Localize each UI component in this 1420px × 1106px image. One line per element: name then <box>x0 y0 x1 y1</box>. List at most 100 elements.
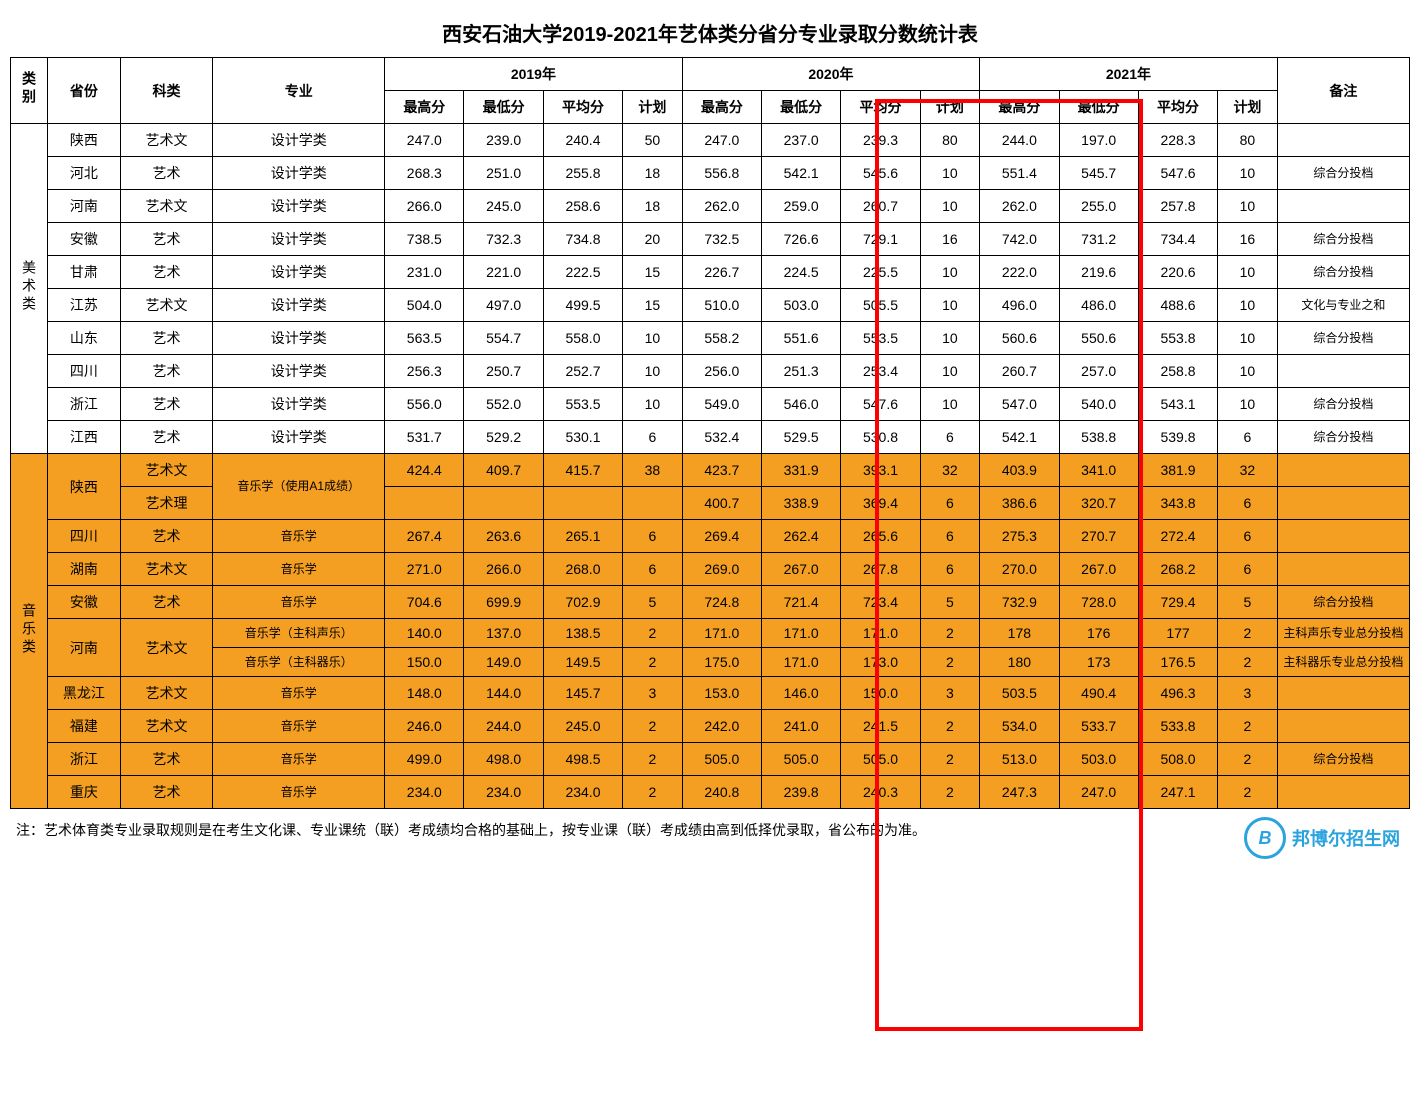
th-category: 类别 <box>11 58 48 124</box>
table-cell: 260.7 <box>841 190 920 223</box>
note-cell <box>1277 520 1409 553</box>
note-cell <box>1277 776 1409 809</box>
table-cell: 80 <box>1218 124 1278 157</box>
table-cell: 173 <box>1059 648 1138 677</box>
table-cell: 265.6 <box>841 520 920 553</box>
th-min: 最低分 <box>762 91 841 124</box>
table-cell: 3 <box>623 677 683 710</box>
th-2020: 2020年 <box>682 58 980 91</box>
table-cell: 423.7 <box>682 454 761 487</box>
table-cell: 505.0 <box>762 743 841 776</box>
province-cell: 江苏 <box>48 289 121 322</box>
table-cell: 3 <box>1218 677 1278 710</box>
table-cell: 10 <box>1218 190 1278 223</box>
province-cell: 湖南 <box>48 553 121 586</box>
table-cell: 221.0 <box>464 256 543 289</box>
table-cell: 219.6 <box>1059 256 1138 289</box>
note-cell <box>1277 190 1409 223</box>
table-cell: 5 <box>1218 586 1278 619</box>
table-cell: 546.0 <box>762 388 841 421</box>
table-row: 四川艺术音乐学267.4263.6265.16269.4262.4265.662… <box>11 520 1410 553</box>
table-cell: 550.6 <box>1059 322 1138 355</box>
table-cell: 272.4 <box>1138 520 1217 553</box>
table-cell: 267.8 <box>841 553 920 586</box>
table-cell: 699.9 <box>464 586 543 619</box>
th-avg: 平均分 <box>841 91 920 124</box>
table-cell: 6 <box>920 487 980 520</box>
table-row: 湖南艺术文音乐学271.0266.0268.06269.0267.0267.86… <box>11 553 1410 586</box>
table-cell: 171.0 <box>762 648 841 677</box>
table-cell: 145.7 <box>543 677 622 710</box>
major-cell: 设计学类 <box>213 223 385 256</box>
table-cell: 488.6 <box>1138 289 1217 322</box>
table-cell: 732.5 <box>682 223 761 256</box>
note-cell: 文化与专业之和 <box>1277 289 1409 322</box>
table-cell: 271.0 <box>385 553 464 586</box>
major-cell: 设计学类 <box>213 388 385 421</box>
note-cell: 主科声乐专业总分投档 <box>1277 619 1409 648</box>
table-cell: 729.1 <box>841 223 920 256</box>
table-row: 黑龙江艺术文音乐学148.0144.0145.73153.0146.0150.0… <box>11 677 1410 710</box>
table-cell: 732.9 <box>980 586 1059 619</box>
table-cell: 225.5 <box>841 256 920 289</box>
province-cell: 安徽 <box>48 223 121 256</box>
table-cell: 724.8 <box>682 586 761 619</box>
subject-cell: 艺术文 <box>120 190 213 223</box>
th-subject: 科类 <box>120 58 213 124</box>
table-cell: 80 <box>920 124 980 157</box>
table-cell: 237.0 <box>762 124 841 157</box>
table-cell: 239.3 <box>841 124 920 157</box>
subject-cell: 艺术 <box>120 322 213 355</box>
th-max: 最高分 <box>980 91 1059 124</box>
table-cell <box>543 487 622 520</box>
table-cell: 503.0 <box>762 289 841 322</box>
table-cell: 176.5 <box>1138 648 1217 677</box>
table-row: 河北艺术设计学类268.3251.0255.818556.8542.1545.6… <box>11 157 1410 190</box>
table-cell: 10 <box>1218 289 1278 322</box>
table-cell: 10 <box>920 388 980 421</box>
table-cell: 173.0 <box>841 648 920 677</box>
table-cell: 16 <box>920 223 980 256</box>
table-cell: 10 <box>920 322 980 355</box>
table-cell: 721.4 <box>762 586 841 619</box>
subject-cell: 艺术理 <box>120 487 213 520</box>
table-row: 四川艺术设计学类256.3250.7252.710256.0251.3253.4… <box>11 355 1410 388</box>
table-cell: 702.9 <box>543 586 622 619</box>
table-cell: 553.8 <box>1138 322 1217 355</box>
subject-cell: 艺术 <box>120 157 213 190</box>
th-major: 专业 <box>213 58 385 124</box>
table-cell: 2 <box>1218 710 1278 743</box>
table-cell: 498.5 <box>543 743 622 776</box>
major-cell: 设计学类 <box>213 190 385 223</box>
table-cell: 726.6 <box>762 223 841 256</box>
table-cell: 226.7 <box>682 256 761 289</box>
table-cell: 247.0 <box>1059 776 1138 809</box>
table-cell: 138.5 <box>543 619 622 648</box>
province-cell: 江西 <box>48 421 121 454</box>
footnote: 注：艺术体育类专业录取规则是在考生文化课、专业课统（联）考成绩均合格的基础上，按… <box>10 809 1410 841</box>
major-cell: 音乐学（使用A1成绩） <box>213 454 385 520</box>
note-cell <box>1277 124 1409 157</box>
table-cell: 256.3 <box>385 355 464 388</box>
table-cell: 552.0 <box>464 388 543 421</box>
table-cell: 262.0 <box>682 190 761 223</box>
table-cell: 5 <box>623 586 683 619</box>
table-cell: 341.0 <box>1059 454 1138 487</box>
table-row: 安徽艺术音乐学704.6699.9702.95724.8721.4723.457… <box>11 586 1410 619</box>
note-cell: 综合分投档 <box>1277 586 1409 619</box>
table-cell: 32 <box>1218 454 1278 487</box>
table-cell: 144.0 <box>464 677 543 710</box>
table-cell: 424.4 <box>385 454 464 487</box>
table-cell: 244.0 <box>464 710 543 743</box>
subject-cell: 艺术 <box>120 776 213 809</box>
major-cell: 设计学类 <box>213 256 385 289</box>
table-cell <box>385 487 464 520</box>
table-cell: 263.6 <box>464 520 543 553</box>
table-cell: 15 <box>623 256 683 289</box>
table-cell: 534.0 <box>980 710 1059 743</box>
watermark: B 邦博尔招生网 <box>1244 817 1400 859</box>
table-cell: 234.0 <box>464 776 543 809</box>
table-cell: 704.6 <box>385 586 464 619</box>
table-cell: 148.0 <box>385 677 464 710</box>
th-min: 最低分 <box>464 91 543 124</box>
